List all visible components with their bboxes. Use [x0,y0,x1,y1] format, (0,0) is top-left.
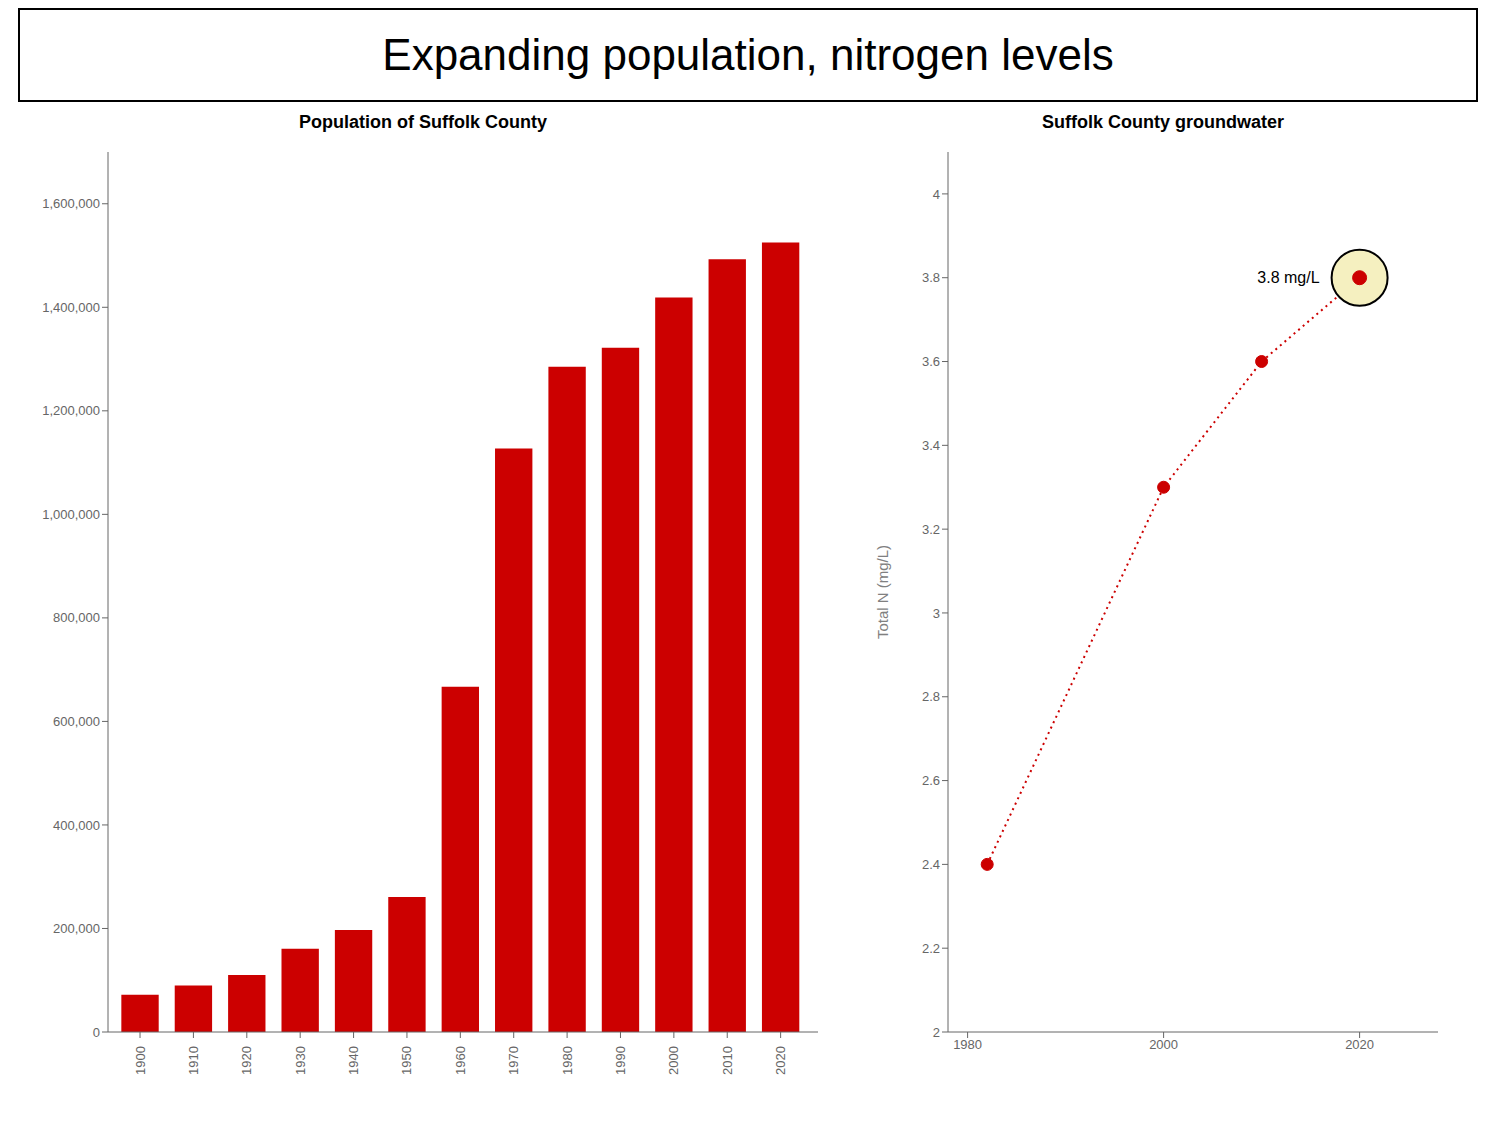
svg-text:3.2: 3.2 [922,522,940,537]
html-text:Suffolk County groundwater: Suffolk County groundwater [1042,112,1284,132]
svg-text:2020: 2020 [773,1046,788,1075]
svg-text:3.8: 3.8 [922,270,940,285]
svg-text:1,400,000: 1,400,000 [42,300,100,315]
svg-text:1,000,000: 1,000,000 [42,507,100,522]
svg-text:1,200,000: 1,200,000 [42,403,100,418]
svg-text:3: 3 [933,606,940,621]
svg-text:2000: 2000 [1149,1037,1178,1052]
svg-text:1900: 1900 [133,1046,148,1075]
svg-text:800,000: 800,000 [53,610,100,625]
svg-text:4: 4 [933,187,940,202]
html-text:Population of Suffolk County: Population of Suffolk County [299,112,547,132]
svg-text:1990: 1990 [613,1046,628,1075]
svg-text:2010: 2010 [720,1046,735,1075]
svg-text:1940: 1940 [346,1046,361,1075]
svg-text:1960: 1960 [453,1046,468,1075]
svg-text:2: 2 [933,1025,940,1040]
svg-text:2.4: 2.4 [922,857,940,872]
svg-text:3.6: 3.6 [922,354,940,369]
svg-text:200,000: 200,000 [53,921,100,936]
svg-text:1930: 1930 [293,1046,308,1075]
svg-text:2.6: 2.6 [922,773,940,788]
svg-text:2.8: 2.8 [922,689,940,704]
svg-text:1910: 1910 [186,1046,201,1075]
svg-text:3.8 mg/L: 3.8 mg/L [1257,269,1319,286]
svg-text:2.2: 2.2 [922,941,940,956]
svg-text:1,600,000: 1,600,000 [42,196,100,211]
svg-text:1980: 1980 [953,1037,982,1052]
svg-text:2020: 2020 [1345,1037,1374,1052]
svg-text:400,000: 400,000 [53,818,100,833]
svg-text:3.4: 3.4 [922,438,940,453]
svg-text:1920: 1920 [239,1046,254,1075]
svg-text:2000: 2000 [666,1046,681,1075]
svg-text:1980: 1980 [560,1046,575,1075]
svg-text:1970: 1970 [506,1046,521,1075]
svg-text:600,000: 600,000 [53,714,100,729]
svg-text:Total N (mg/L): Total N (mg/L) [874,545,891,639]
svg-text:1950: 1950 [399,1046,414,1075]
html-text:Expanding population, nitrogen: Expanding population, nitrogen levels [382,30,1114,79]
svg-text:0: 0 [93,1025,100,1040]
